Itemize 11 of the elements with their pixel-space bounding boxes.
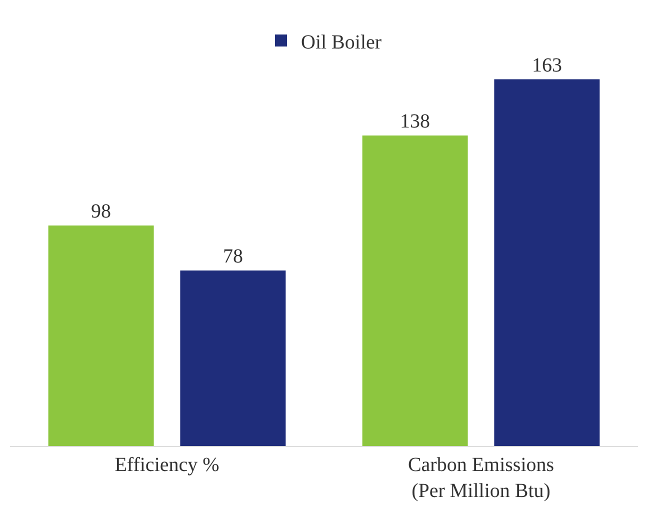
bar xyxy=(180,270,286,446)
bar xyxy=(362,136,468,446)
data-label: 138 xyxy=(400,110,430,133)
legend-label: Oil Boiler xyxy=(301,31,382,54)
data-label: 163 xyxy=(532,54,562,76)
x-tick-label: Efficiency % xyxy=(114,454,220,476)
bar xyxy=(48,226,154,446)
data-label: 98 xyxy=(91,200,112,223)
data-label: 78 xyxy=(222,246,243,268)
x-tick-label: Carbon Emissions (Per Million Btu) xyxy=(408,454,554,502)
bar xyxy=(494,79,600,446)
